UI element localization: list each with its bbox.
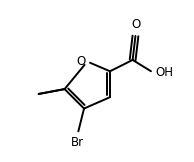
Text: O: O bbox=[131, 18, 140, 31]
Text: OH: OH bbox=[155, 66, 173, 79]
Text: Br: Br bbox=[71, 136, 84, 149]
Text: O: O bbox=[76, 55, 86, 68]
